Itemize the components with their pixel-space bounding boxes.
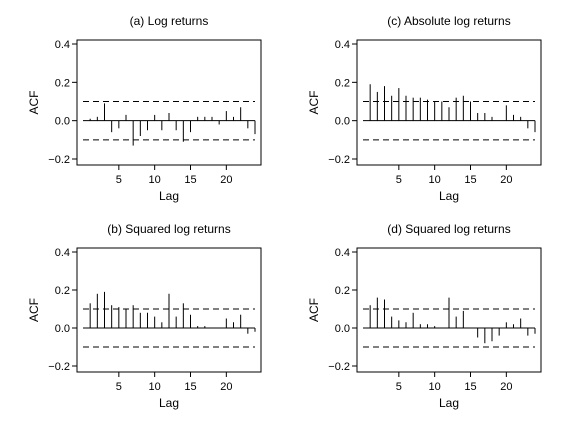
y-tick-label: −0.2 bbox=[48, 361, 70, 373]
plot-frame bbox=[356, 247, 542, 373]
chart-title: (b) Squared log returns bbox=[107, 222, 230, 236]
plot-frame bbox=[76, 247, 262, 373]
y-tick-label: 0.0 bbox=[335, 323, 350, 335]
x-tick-label: 15 bbox=[184, 381, 196, 393]
y-tick-label: 0.2 bbox=[335, 77, 350, 89]
y-tick-label: 0.2 bbox=[55, 285, 70, 297]
x-axis-label: Lag bbox=[439, 396, 459, 410]
x-tick-label: 15 bbox=[464, 174, 476, 186]
plot-frame bbox=[76, 39, 262, 166]
y-tick-label: 0.0 bbox=[335, 116, 350, 128]
x-tick-label: 10 bbox=[149, 381, 161, 393]
x-tick-label: 10 bbox=[429, 174, 441, 186]
y-tick-label: −0.2 bbox=[328, 361, 350, 373]
x-tick-label: 5 bbox=[116, 174, 122, 186]
x-axis-label: Lag bbox=[439, 189, 459, 203]
plot-frame bbox=[356, 39, 542, 166]
x-tick-label: 20 bbox=[220, 174, 232, 186]
y-tick-label: 0.2 bbox=[335, 285, 350, 297]
y-tick-label: 0.4 bbox=[335, 39, 350, 51]
y-tick-label: −0.2 bbox=[328, 154, 350, 166]
x-axis-label: Lag bbox=[159, 396, 179, 410]
y-axis-label: ACF bbox=[307, 298, 321, 322]
x-tick-label: 20 bbox=[500, 381, 512, 393]
chart-title: (c) Absolute log returns bbox=[387, 14, 510, 28]
y-tick-label: 0.0 bbox=[55, 323, 70, 335]
x-tick-label: 10 bbox=[149, 174, 161, 186]
y-tick-label: 0.4 bbox=[55, 247, 70, 259]
x-tick-label: 10 bbox=[429, 381, 441, 393]
y-tick-label: −0.2 bbox=[48, 154, 70, 166]
x-tick-label: 5 bbox=[396, 381, 402, 393]
y-tick-label: 0.0 bbox=[55, 116, 70, 128]
x-tick-label: 15 bbox=[464, 381, 476, 393]
x-tick-label: 20 bbox=[500, 174, 512, 186]
x-axis-label: Lag bbox=[159, 189, 179, 203]
x-tick-label: 20 bbox=[220, 381, 232, 393]
y-tick-label: 0.2 bbox=[55, 77, 70, 89]
chart-title: (a) Log returns bbox=[130, 14, 209, 28]
chart-title: (d) Squared log returns bbox=[387, 222, 510, 236]
y-tick-label: 0.4 bbox=[335, 247, 350, 259]
x-tick-label: 15 bbox=[184, 174, 196, 186]
y-axis-label: ACF bbox=[27, 91, 41, 115]
x-tick-label: 5 bbox=[116, 381, 122, 393]
x-tick-label: 5 bbox=[396, 174, 402, 186]
y-axis-label: ACF bbox=[307, 91, 321, 115]
y-axis-label: ACF bbox=[27, 298, 41, 322]
y-tick-label: 0.4 bbox=[55, 39, 70, 51]
